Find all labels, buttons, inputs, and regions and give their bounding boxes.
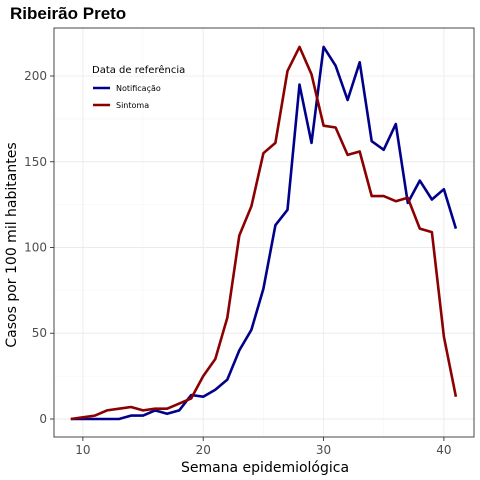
series-line-sintoma: [70, 45, 458, 421]
y-tick-label: 0: [39, 412, 47, 426]
x-tick-label: 10: [75, 443, 90, 457]
legend-label: Notificação: [116, 84, 161, 93]
x-axis-label: Semana epidemiológica: [181, 460, 349, 476]
y-axis-ticks: 0 50 100 150 200: [24, 69, 54, 426]
y-tick-label: 50: [32, 326, 47, 340]
series-lines: [70, 45, 458, 421]
legend: Data de referência Notificação Sintoma: [92, 64, 185, 110]
x-tick-label: 20: [196, 443, 211, 457]
y-tick-label: 100: [24, 241, 47, 255]
x-axis-ticks: 10 20 30 40: [75, 437, 452, 457]
panel-border: [53, 27, 475, 438]
legend-title: Data de referência: [92, 64, 185, 76]
y-tick-label: 150: [24, 155, 47, 169]
chart-title: Ribeirão Preto: [10, 4, 126, 23]
x-tick-label: 30: [316, 443, 331, 457]
series-line-notificacao: [70, 45, 458, 421]
y-axis-label: Casos por 100 mil habitantes: [4, 142, 20, 347]
major-gridlines: [54, 28, 474, 437]
legend-items: Notificação Sintoma: [93, 84, 161, 110]
y-tick-label: 200: [24, 69, 47, 83]
plot-panel: [53, 27, 475, 438]
legend-label: Sintoma: [116, 101, 149, 110]
x-tick-label: 40: [436, 443, 451, 457]
